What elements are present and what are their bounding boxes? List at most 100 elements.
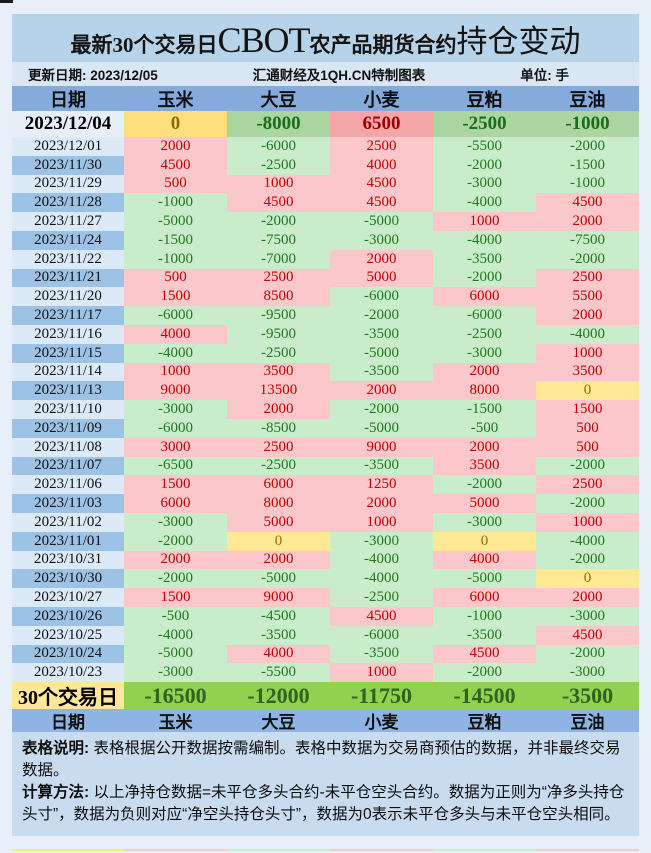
value-cell: 4000: [124, 324, 227, 344]
value-cell: -9500: [227, 324, 330, 344]
footer-column-header-1: 玉米: [124, 709, 227, 733]
value-cell: 0: [536, 569, 639, 589]
value-cell: -4000: [330, 550, 433, 570]
summary-value-cell: -12000: [227, 682, 330, 710]
value-cell: 2500: [227, 268, 330, 288]
value-cell: -1000: [124, 249, 227, 269]
strip-segment: [536, 849, 639, 851]
table-row: 2023/11/01 -2000 0 -3000 0 -4000: [12, 531, 639, 551]
page-title: 最新30个交易日 CBOT 农产品期货合约 持仓变动: [12, 14, 639, 62]
value-cell: 2000: [330, 494, 433, 513]
table-row: 2023/11/10 -3000 2000 -2000 -1500 1500: [12, 400, 639, 419]
table-row: 2023/11/20 1500 8500 -6000 6000 5500: [12, 287, 639, 307]
value-cell: 0: [124, 111, 227, 137]
value-cell: -5500: [227, 663, 330, 683]
date-cell: 2023/10/30: [12, 569, 124, 589]
value-cell: -2000: [433, 155, 536, 175]
note-description-text: 表格根据公开数据按需编制。表格中数据为交易商预估的数据，并非最终交易数据。: [22, 740, 621, 780]
source-credit-label: 汇通财经及1QH.CN特制图表: [252, 68, 426, 83]
unit-label: 单位: 手: [520, 68, 569, 83]
note-method: 计算方法: 以上净持仓数据=未平仓多头合约-未平仓空头合约。数据为正则为“净多头…: [22, 784, 624, 823]
date-cell: 2023/11/24: [12, 230, 124, 250]
value-cell: 1000: [536, 512, 639, 532]
table-row: 2023/10/31 2000 2000 -4000 4000 -2000: [12, 550, 639, 570]
value-cell: 8000: [433, 381, 536, 401]
partial-next-table-strip: [12, 849, 639, 851]
date-cell: 2023/11/14: [12, 362, 124, 382]
value-cell: 4500: [536, 193, 639, 213]
date-cell: 2023/11/02: [12, 512, 124, 532]
value-cell: -3000: [330, 230, 433, 250]
value-cell: 2000: [433, 362, 536, 382]
value-cell: -6000: [330, 625, 433, 645]
value-cell: 4500: [330, 606, 433, 626]
value-cell: -4000: [433, 193, 536, 213]
table-row: 2023/11/08 3000 2500 9000 2000 500: [12, 437, 639, 457]
value-cell: 500: [536, 418, 639, 438]
date-cell: 2023/11/20: [12, 287, 124, 307]
title-prefix: 最新30个交易日: [70, 33, 218, 57]
value-cell: 2000: [330, 381, 433, 401]
value-cell: -2000: [124, 531, 227, 551]
table-row: 2023/11/14 1000 3500 -3500 2000 3500: [12, 362, 639, 382]
value-cell: 3000: [124, 437, 227, 457]
value-cell: 1500: [124, 287, 227, 307]
title-suffix: 持仓变动: [456, 24, 581, 59]
value-cell: -2000: [536, 550, 639, 570]
value-cell: 2000: [536, 212, 639, 231]
date-cell: 2023/10/27: [12, 588, 124, 607]
info-bar: 更新日期: 2023/12/05 汇通财经及1QH.CN特制图表 单位: 手: [12, 62, 639, 86]
value-cell: -4000: [124, 625, 227, 645]
value-cell: -2000: [227, 212, 330, 231]
value-cell: 0: [433, 531, 536, 551]
date-cell: 2023/11/21: [12, 268, 124, 288]
value-cell: 5000: [227, 512, 330, 532]
table-row: 2023/11/15 -4000 -2500 -5000 -3000 1000: [12, 343, 639, 363]
table-row: 2023/10/24 -5000 4000 -3500 4500 -2000: [12, 644, 639, 664]
value-cell: -2500: [330, 588, 433, 607]
table-row: 2023/10/26 -500 -4500 4500 -1000 -3000: [12, 606, 639, 626]
column-header-0: 日期: [12, 86, 124, 111]
value-cell: -5000: [330, 212, 433, 231]
value-cell: -2000: [330, 306, 433, 325]
date-cell: 2023/12/01: [12, 137, 124, 156]
value-cell: -7000: [227, 249, 330, 269]
value-cell: 4500: [330, 174, 433, 194]
footer-column-header-3: 小麦: [330, 709, 433, 733]
value-cell: -1000: [536, 111, 639, 137]
value-cell: -1500: [433, 400, 536, 419]
value-cell: 1000: [124, 362, 227, 382]
table-footer-header-row: 日期 玉米 大豆 小麦 豆粕 豆油: [12, 709, 639, 733]
value-cell: -2000: [433, 663, 536, 683]
value-cell: -8000: [227, 111, 330, 137]
date-cell: 2023/11/07: [12, 456, 124, 476]
note-description-label: 表格说明:: [22, 740, 90, 758]
value-cell: 2500: [536, 475, 639, 495]
date-cell: 2023/10/23: [12, 663, 124, 683]
date-cell: 2023/10/31: [12, 550, 124, 570]
date-cell: 2023/11/30: [12, 155, 124, 175]
value-cell: 3500: [433, 456, 536, 476]
date-cell: 2023/11/22: [12, 249, 124, 269]
value-cell: 6000: [433, 287, 536, 307]
date-cell: 2023/11/13: [12, 381, 124, 401]
note-method-text: 以上净持仓数据=未平仓多头合约-未平仓空头合约。数据为正则为“净多头持仓头寸”，…: [22, 784, 625, 824]
table-row: 2023/11/28 -1000 4500 4500 -4000 4500: [12, 193, 639, 213]
table-row: 2023/11/24 -1500 -7500 -3000 -4000 -7500: [12, 230, 639, 250]
summary-row: 30个交易日 -16500 -12000 -11750 -14500 -3500: [12, 682, 639, 710]
value-cell: -3500: [433, 625, 536, 645]
date-cell: 2023/11/06: [12, 475, 124, 495]
value-cell: 6500: [330, 111, 433, 137]
value-cell: 13500: [227, 381, 330, 401]
footer-column-header-4: 豆粕: [433, 709, 536, 733]
value-cell: -3500: [330, 456, 433, 476]
value-cell: -4000: [124, 343, 227, 363]
value-cell: -2500: [227, 343, 330, 363]
value-cell: -4000: [330, 569, 433, 589]
date-cell: 2023/10/25: [12, 625, 124, 645]
date-cell: 2023/11/08: [12, 437, 124, 457]
value-cell: 2000: [433, 437, 536, 457]
table-row: 2023/11/16 4000 -9500 -3500 -2500 -4000: [12, 324, 639, 344]
value-cell: 1000: [536, 343, 639, 363]
value-cell: 1250: [330, 475, 433, 495]
